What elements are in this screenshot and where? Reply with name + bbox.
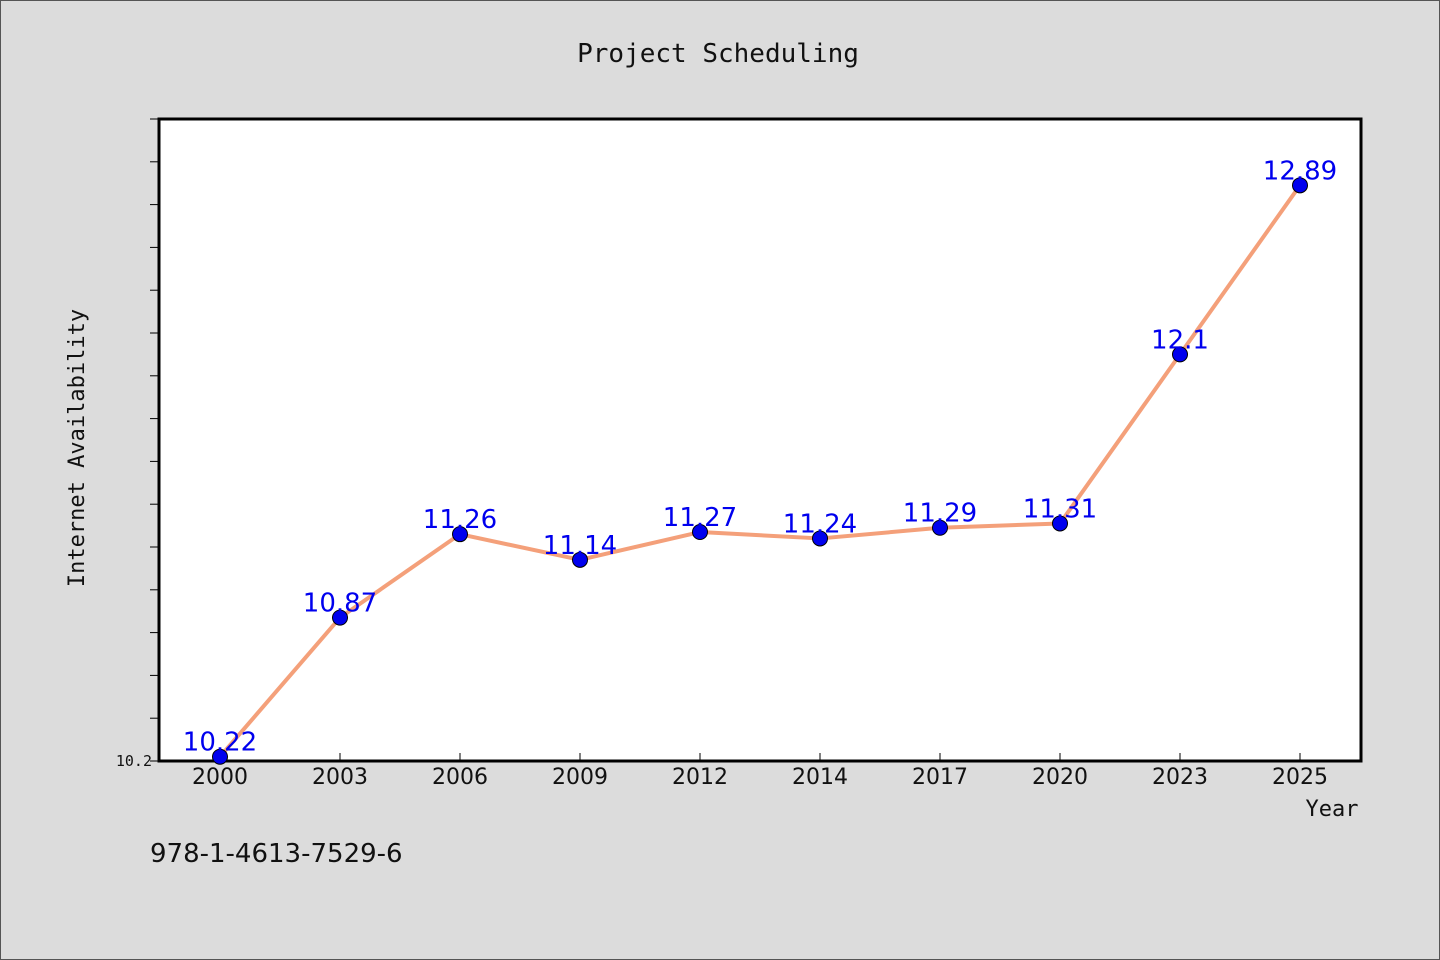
data-point [692, 524, 708, 541]
data-label: 12.1 [1151, 325, 1209, 355]
isbn-text: 978-1-4613-7529-6 [150, 839, 403, 869]
data-point [1292, 177, 1308, 194]
series-layer: 10.22 10.87 11.26 11.14 11.27 11.24 11.29 11.31… [183, 156, 1337, 765]
plot-area [157, 117, 1363, 763]
data-label: 11.24 [783, 509, 857, 539]
y-axis-ticks [150, 118, 159, 762]
x-tick-label: 2020 [1032, 765, 1088, 790]
data-point [452, 526, 468, 543]
data-label: 10.87 [303, 589, 377, 619]
chart-title: Project Scheduling [577, 39, 859, 69]
x-tick-label: 2023 [1152, 765, 1208, 790]
x-tick-label: 2006 [432, 765, 488, 790]
data-label: 11.29 [903, 499, 977, 529]
data-point [572, 551, 588, 568]
data-point [212, 748, 228, 765]
data-point [932, 519, 948, 536]
x-axis-ticks: 2000 2003 2006 2009 2012 2014 2017 2020 2023 2025 [192, 753, 1328, 790]
data-point [332, 609, 348, 626]
data-label: 11.27 [663, 503, 737, 533]
data-point [1052, 515, 1068, 532]
x-tick-label: 2017 [912, 765, 968, 790]
x-tick-label: 2014 [792, 765, 848, 790]
x-axis-label: Year [1306, 797, 1359, 822]
data-point [812, 530, 828, 547]
series-line [218, 184, 1302, 759]
y-tick-label: 10.2 [116, 752, 152, 770]
data-label: 11.26 [423, 505, 497, 535]
x-tick-label: 2003 [312, 765, 368, 790]
y-axis-label: Internet Availability [65, 309, 90, 587]
x-tick-label: 2012 [672, 765, 728, 790]
x-tick-label: 2025 [1272, 765, 1328, 790]
data-label: 11.31 [1023, 494, 1097, 524]
data-label: 11.14 [543, 531, 617, 561]
x-tick-label: 2000 [192, 765, 248, 790]
data-label: 10.22 [183, 728, 257, 758]
data-label: 12.89 [1263, 156, 1337, 186]
x-tick-label: 2009 [552, 765, 608, 790]
data-point [1172, 346, 1188, 363]
